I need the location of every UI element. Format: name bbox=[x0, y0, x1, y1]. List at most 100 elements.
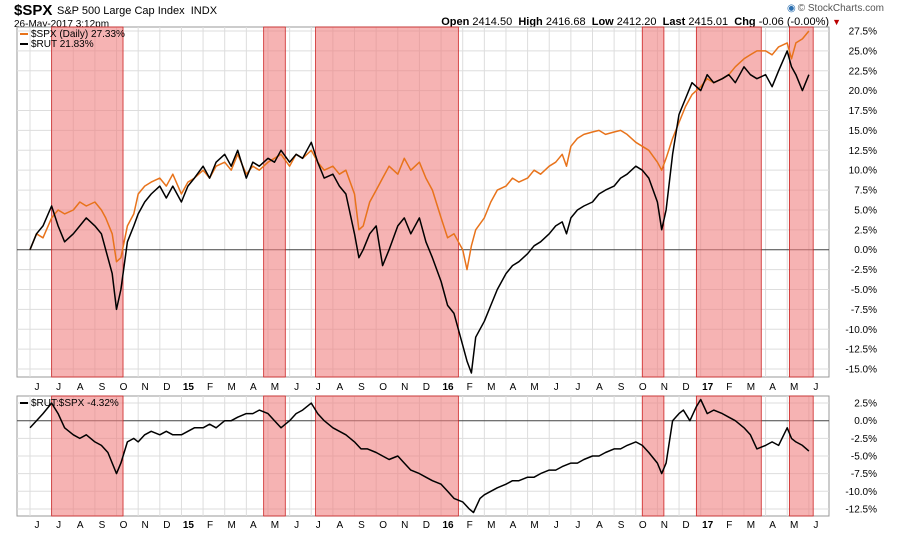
x-tick-label: A bbox=[337, 520, 344, 531]
x-tick-label: J bbox=[294, 382, 299, 393]
y-tick-label: 5.0% bbox=[854, 205, 877, 216]
chg-value: -0.06 (-0.00%) bbox=[758, 16, 830, 28]
x-tick-label: M bbox=[530, 382, 538, 393]
low-value: 2412.20 bbox=[616, 16, 657, 28]
shaded-region bbox=[641, 26, 665, 378]
y-tick-label: -15.0% bbox=[845, 365, 877, 376]
x-tick-label: O bbox=[120, 382, 128, 393]
shaded-region bbox=[263, 26, 286, 378]
chart-symbol: $SPX bbox=[14, 2, 53, 19]
open-value: 2414.50 bbox=[472, 16, 513, 28]
x-tick-label: A bbox=[596, 520, 603, 531]
x-tick-label: J bbox=[316, 382, 321, 393]
y-tick-label: 10.0% bbox=[849, 166, 877, 177]
symbol-description: S&P 500 Large Cap Index bbox=[57, 5, 185, 17]
shaded-region bbox=[315, 26, 459, 378]
x-tick-label: S bbox=[358, 520, 365, 531]
y-tick-label: 0.0% bbox=[854, 245, 877, 256]
last-value: 2415.01 bbox=[688, 16, 729, 28]
exchange-label: INDX bbox=[190, 5, 218, 17]
x-tick-label: D bbox=[682, 382, 689, 393]
legend-label: $RUT:$SPX -4.32% bbox=[31, 398, 119, 409]
x-tick-label: A bbox=[769, 520, 776, 531]
x-tick-label: M bbox=[228, 520, 236, 531]
x-tick-label: F bbox=[726, 382, 732, 393]
y-tick-label: 7.5% bbox=[854, 186, 877, 197]
stockcharts-brand: ◉ © StockCharts.com bbox=[787, 3, 884, 14]
x-tick-label: F bbox=[726, 520, 732, 531]
x-tick-label: A bbox=[337, 382, 344, 393]
y-tick-label: 20.0% bbox=[849, 86, 877, 97]
legend-label: $RUT 21.83% bbox=[31, 39, 94, 50]
y-tick-label: -5.0% bbox=[851, 452, 877, 463]
chg-label: Chg bbox=[734, 16, 756, 28]
y-tick-label: -10.0% bbox=[845, 325, 877, 336]
x-tick-label: N bbox=[401, 382, 408, 393]
y-tick-label: -12.5% bbox=[845, 345, 877, 356]
x-tick-label: D bbox=[163, 382, 170, 393]
open-label: Open bbox=[441, 16, 470, 28]
x-tick-label: M bbox=[487, 382, 495, 393]
x-tick-label: F bbox=[467, 382, 473, 393]
x-tick-label: M bbox=[271, 382, 279, 393]
panel-ratio: 2.5% 0.0% -2.5% -5.0% -7.5% -10.0% -12.5% J J A S O… bbox=[16, 395, 877, 531]
chart-timestamp: 26-May-2017 3:12pm bbox=[14, 19, 110, 30]
y-tick-label: -7.5% bbox=[851, 469, 877, 480]
x-tick-label: J bbox=[35, 520, 40, 531]
shaded-region bbox=[788, 26, 814, 378]
y-tick-label: 17.5% bbox=[849, 106, 877, 117]
y-tick-label: 12.5% bbox=[849, 146, 877, 157]
x-tick-label: A bbox=[250, 520, 257, 531]
x-tick-label: A bbox=[769, 382, 776, 393]
ohlc-readout: Open 2414.50 High 2416.68 Low 2412.20 La… bbox=[441, 16, 841, 28]
chart-description: S&P 500 Large Cap Index INDX bbox=[57, 5, 217, 17]
x-tick-label: D bbox=[423, 382, 430, 393]
x-tick-label: S bbox=[618, 520, 625, 531]
series-line-rut bbox=[29, 50, 810, 374]
x-tick-label: S bbox=[99, 382, 106, 393]
x-tick-label: J bbox=[56, 382, 61, 393]
x-tick-label: M bbox=[790, 520, 798, 531]
x-tick-label: M bbox=[271, 520, 279, 531]
y-tick-label: -5.0% bbox=[851, 285, 877, 296]
x-tick-label: O bbox=[639, 520, 647, 531]
x-tick-label: D bbox=[163, 520, 170, 531]
stockcharts-logo-icon: ◉ bbox=[786, 3, 796, 14]
x-tick-label: J bbox=[56, 520, 61, 531]
shaded-region bbox=[641, 395, 665, 517]
y-tick-label: -2.5% bbox=[851, 265, 877, 276]
x-tick-label: 17 bbox=[702, 520, 714, 531]
x-tick-label: F bbox=[207, 382, 213, 393]
y-tick-label: -2.5% bbox=[851, 434, 877, 445]
x-tick-label: N bbox=[661, 520, 668, 531]
x-tick-label: J bbox=[554, 382, 559, 393]
x-tick-label: M bbox=[487, 520, 495, 531]
x-tick-label: M bbox=[747, 520, 755, 531]
y-tick-label: 0.0% bbox=[854, 416, 877, 427]
x-tick-label: J bbox=[316, 520, 321, 531]
x-tick-label: A bbox=[77, 520, 84, 531]
x-tick-label: 16 bbox=[443, 520, 455, 531]
shaded-region bbox=[51, 395, 124, 517]
x-tick-label: A bbox=[510, 520, 517, 531]
y-tick-label: 2.5% bbox=[854, 399, 877, 410]
x-tick-label: A bbox=[596, 382, 603, 393]
x-tick-label: D bbox=[682, 520, 689, 531]
panel-main: 27.5% 25.0% 22.5% 20.0% 17.5% 15.0% 12.5% 10.0%… bbox=[16, 26, 877, 393]
down-arrow-icon: ▼ bbox=[832, 17, 841, 27]
last-label: Last bbox=[662, 16, 686, 28]
x-tick-label: J bbox=[294, 520, 299, 531]
x-tick-label: J bbox=[813, 520, 818, 531]
shaded-region bbox=[315, 395, 459, 517]
x-tick-label: A bbox=[77, 382, 84, 393]
x-tick-label: A bbox=[510, 382, 517, 393]
x-tick-label: F bbox=[207, 520, 213, 531]
x-tick-label: A bbox=[250, 382, 257, 393]
x-tick-label: O bbox=[639, 382, 647, 393]
y-tick-label: -10.0% bbox=[845, 487, 877, 498]
y-tick-label: -7.5% bbox=[851, 305, 877, 316]
x-tick-label: J bbox=[35, 382, 40, 393]
x-tick-label: O bbox=[379, 382, 387, 393]
brand-label: © StockCharts.com bbox=[797, 3, 884, 14]
